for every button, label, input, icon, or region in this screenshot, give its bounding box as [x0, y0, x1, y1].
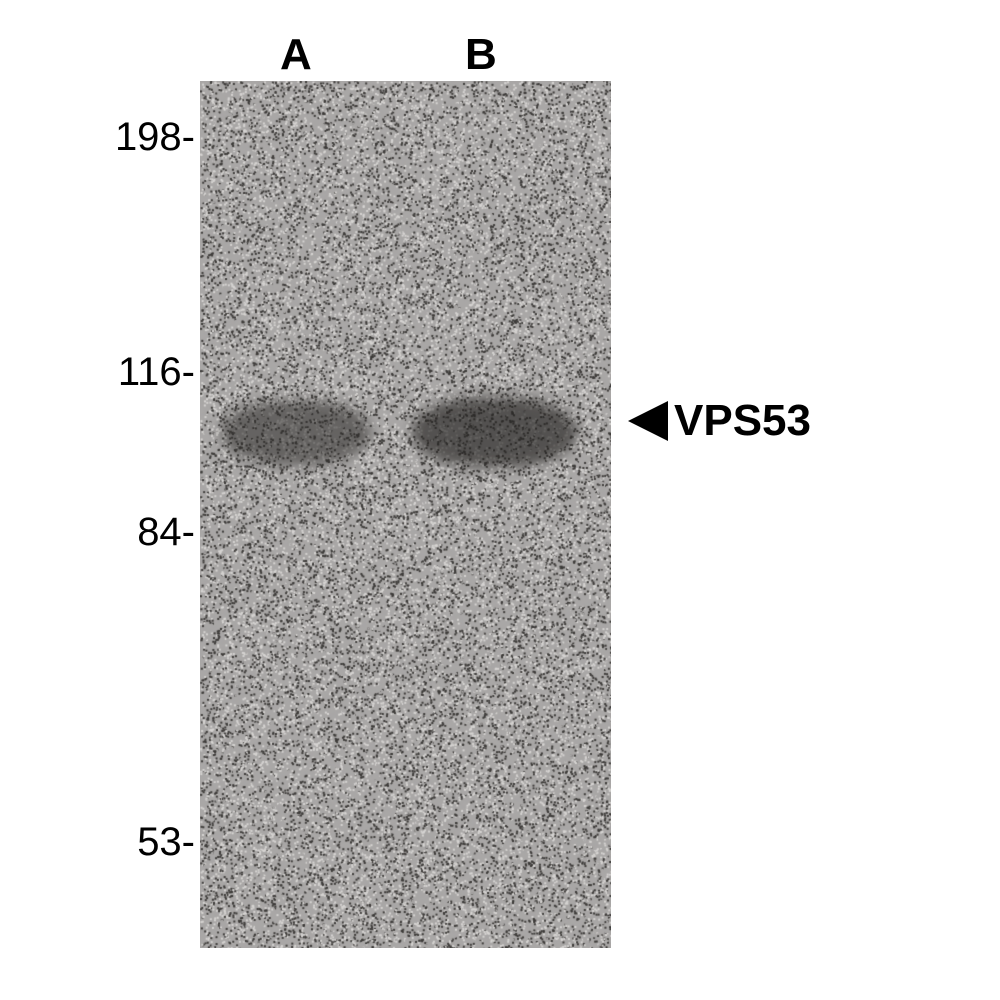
mw-marker: 84- — [137, 510, 195, 555]
protein-annotation-text: VPS53 — [674, 396, 811, 446]
lane-label-b: B — [465, 30, 497, 80]
mw-marker: 198- — [115, 115, 195, 160]
lane-label-b-text: B — [465, 30, 497, 79]
lane-label-a-text: A — [280, 30, 312, 79]
blot-noise-background — [200, 81, 611, 948]
blot-band-lane-b — [412, 397, 577, 467]
blot-membrane — [200, 81, 611, 948]
western-blot-figure: A B 198- 116- 84- 53- VPS53 — [0, 0, 1000, 1000]
arrow-left-icon — [628, 401, 668, 441]
protein-annotation: VPS53 — [628, 396, 811, 446]
mw-marker: 53- — [137, 820, 195, 865]
lane-label-a: A — [280, 30, 312, 80]
mw-marker: 116- — [118, 350, 195, 395]
blot-band-lane-a — [221, 400, 371, 465]
